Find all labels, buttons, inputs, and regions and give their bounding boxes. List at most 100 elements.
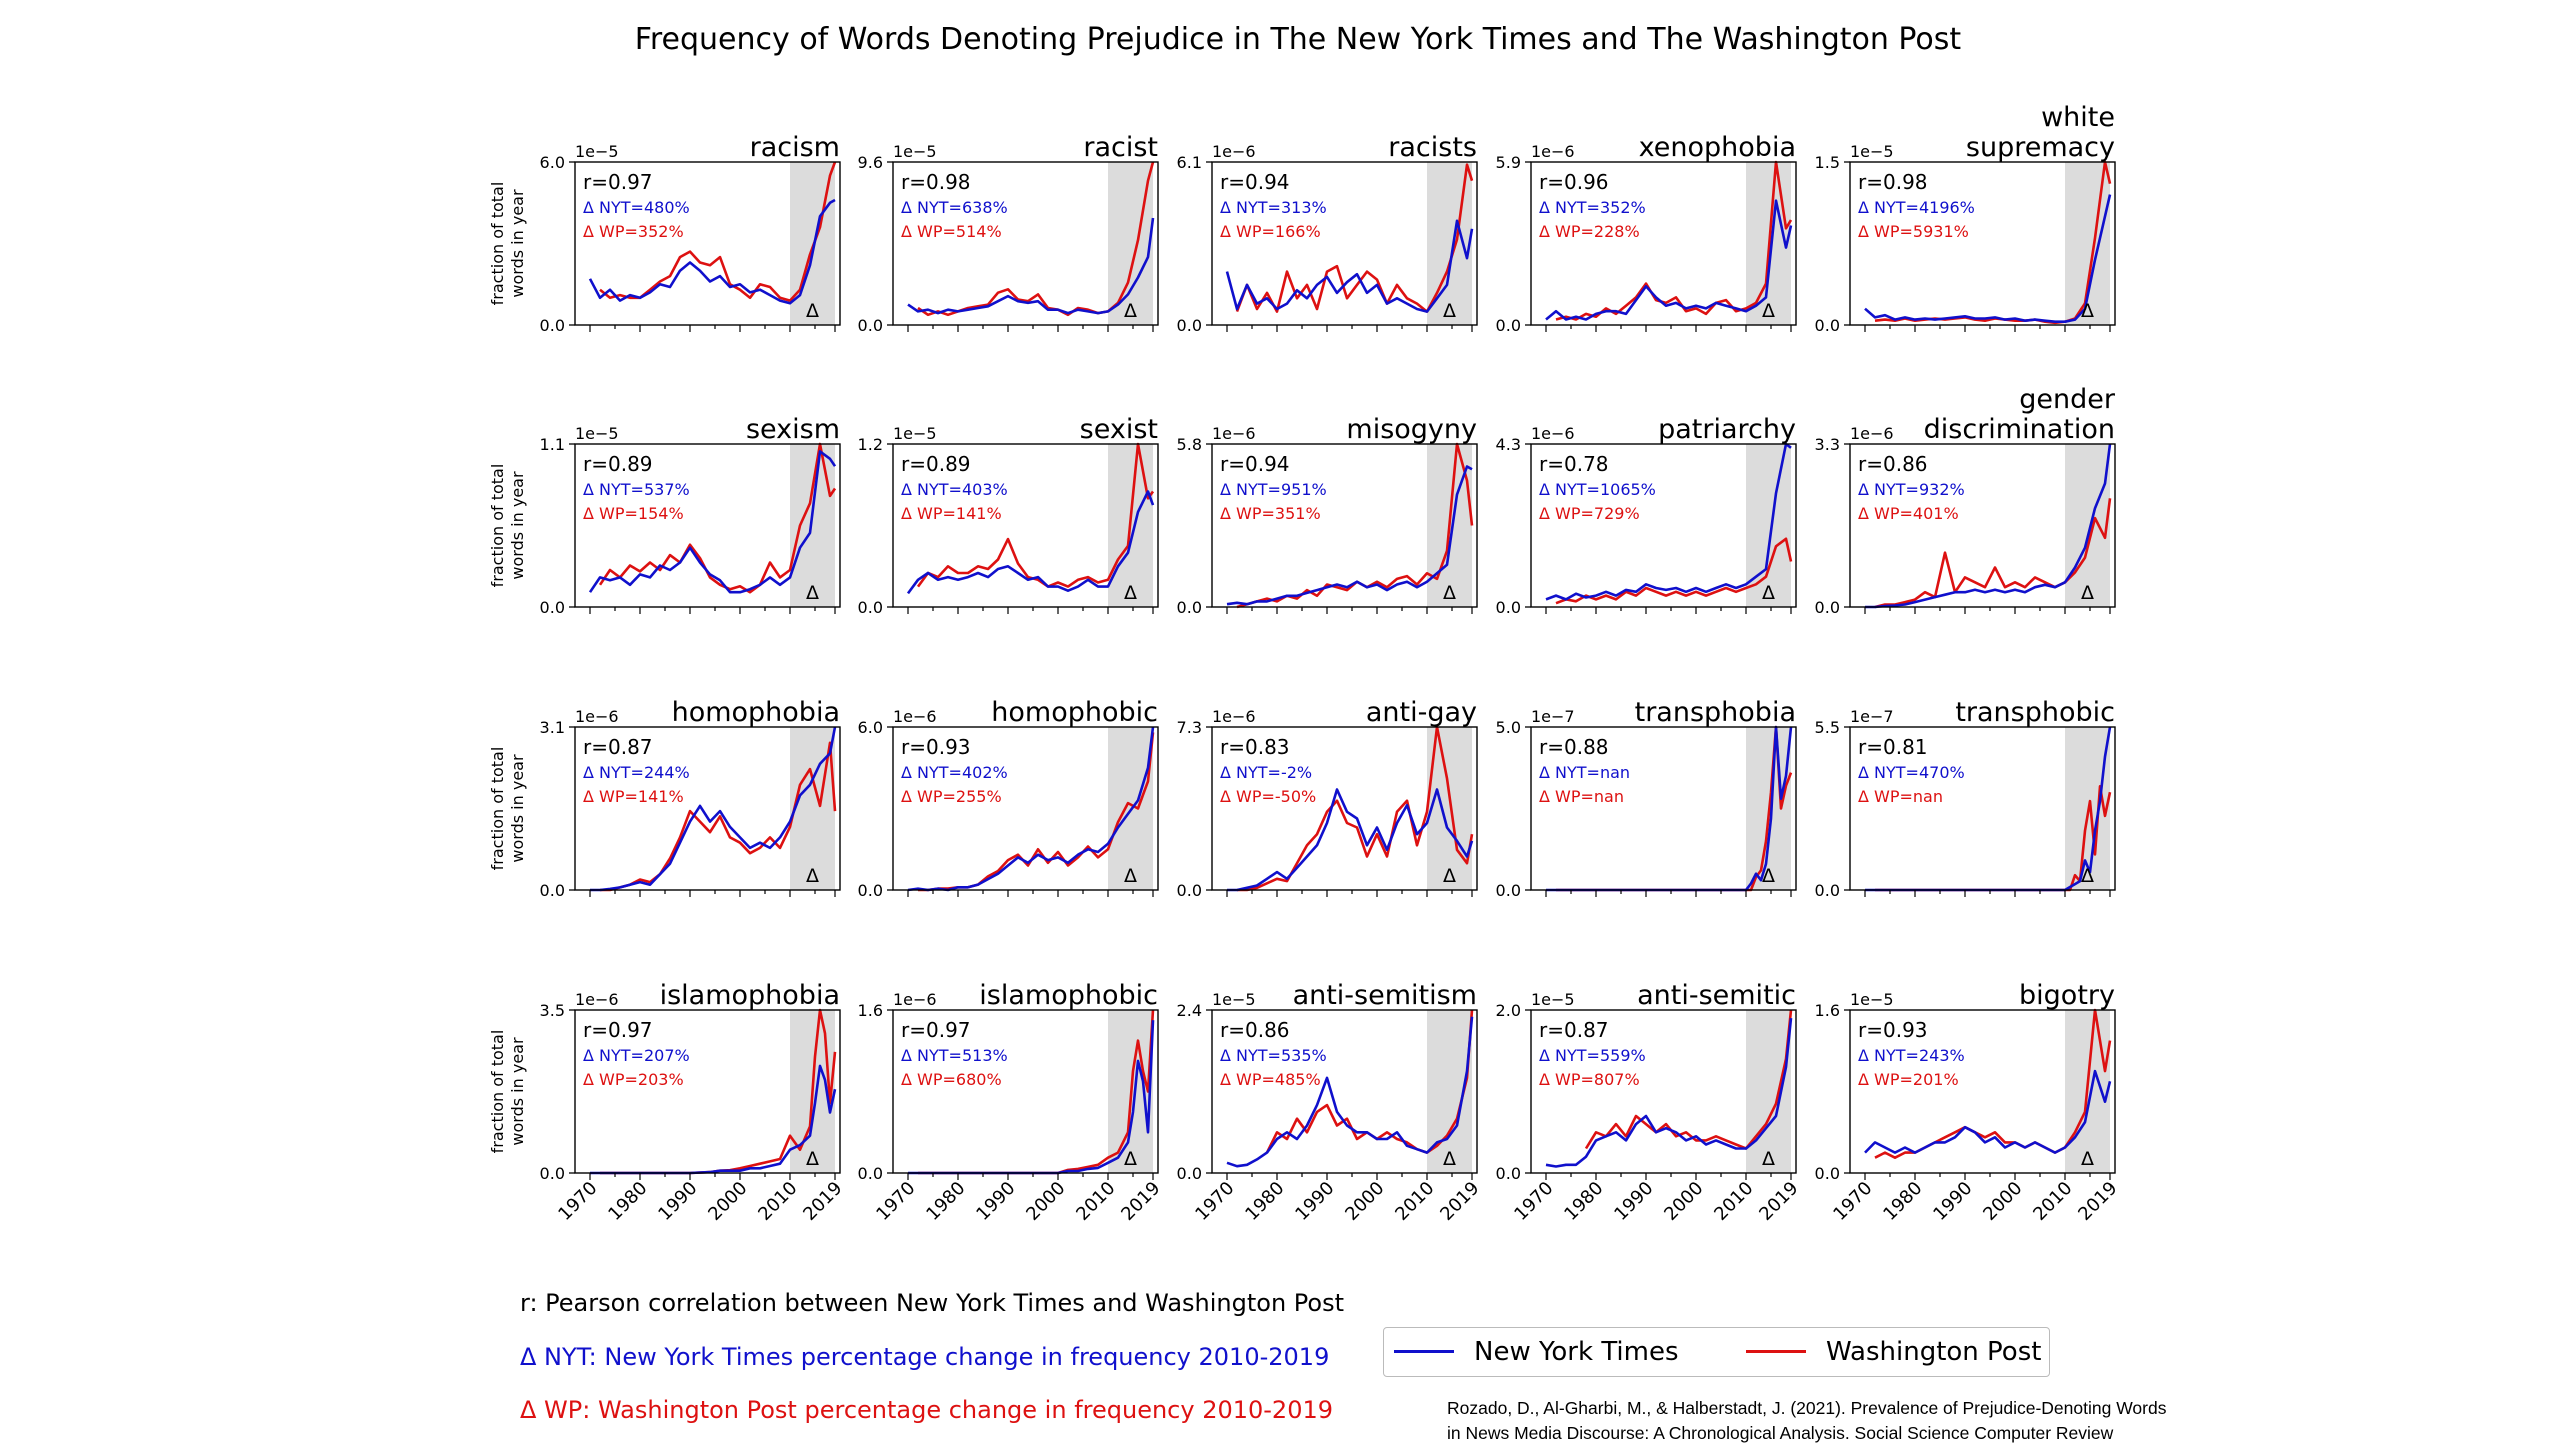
delta-marker: Δ	[1443, 582, 1456, 604]
delta-marker: Δ	[806, 1148, 819, 1170]
x-tick-label: 1980	[1241, 1178, 1288, 1225]
y-tick-label-max: 3.5	[540, 1001, 565, 1020]
footnote-r: r: Pearson correlation between New York …	[520, 1289, 1345, 1317]
series-line-wp	[1555, 160, 1793, 321]
panel-12: 7.3 0.0 1e−6 anti-gay r=0.83 Δ NYT=-2% Δ WP=-5…	[1177, 697, 1478, 900]
nyt-change: Δ NYT=nan	[1539, 763, 1630, 782]
delta-marker: Δ	[1443, 300, 1456, 322]
panel-frame	[1849, 443, 2116, 608]
x-tick-label: 2000	[1979, 1178, 2026, 1225]
wp-change: Δ WP=807%	[1539, 1070, 1640, 1089]
y-tick-label-max: 5.8	[1177, 435, 1202, 454]
r-value: r=0.93	[1858, 1018, 1928, 1042]
panel-frame	[892, 443, 1159, 608]
x-tick-label: 2010	[1710, 1178, 1757, 1225]
panel-title: racists	[1388, 132, 1477, 163]
y-tick-label-max: 7.3	[1177, 718, 1202, 737]
y-tick-label-min: 0.0	[1496, 598, 1521, 617]
y-tick-label-max: 5.0	[1496, 718, 1521, 737]
y-axis-label-line1: fraction of total	[488, 747, 507, 871]
nyt-change: Δ NYT=951%	[1220, 480, 1327, 499]
x-tick-label: 1980	[922, 1178, 969, 1225]
delta-marker: Δ	[2081, 300, 2094, 322]
y-tick-label-min: 0.0	[540, 598, 565, 617]
legend-item-wp: Washington Post	[1746, 1328, 2041, 1375]
series-line-wp	[1874, 498, 2112, 609]
r-value: r=0.87	[1539, 1018, 1609, 1042]
panel-frame	[1530, 161, 1797, 326]
delta-marker: Δ	[806, 300, 819, 322]
panel-1: 9.6 0.0 1e−5 racist r=0.98 Δ NYT=638% Δ WP=514…	[858, 132, 1159, 335]
panel-frame	[1211, 726, 1478, 891]
nyt-change: Δ NYT=403%	[901, 480, 1008, 499]
series-line-nyt	[588, 450, 837, 594]
legend-item-nyt: New York Times	[1394, 1328, 1679, 1375]
wp-change: Δ WP=680%	[901, 1070, 1002, 1089]
wp-change: Δ WP=729%	[1539, 504, 1640, 523]
y-tick-label-min: 0.0	[1177, 1164, 1202, 1183]
nyt-change: Δ NYT=4196%	[1858, 198, 1975, 217]
panel-frame	[1849, 1009, 2116, 1174]
panel-title: islamophobic	[979, 980, 1158, 1011]
nyt-change: Δ NYT=559%	[1539, 1046, 1646, 1065]
series-line-nyt	[906, 490, 1155, 595]
wp-change: Δ WP=nan	[1858, 787, 1943, 806]
panel-13: 5.0 0.0 1e−7 transphobia r=0.88 Δ NYT=nan Δ WP…	[1496, 697, 1797, 900]
panel-frame	[1211, 1009, 1478, 1174]
wp-change: Δ WP=-50%	[1220, 787, 1316, 806]
x-tick-label: 1970	[554, 1178, 601, 1225]
footnote-wp: Δ WP: Washington Post percentage change …	[520, 1396, 1334, 1424]
y-exponent-label: 1e−5	[893, 142, 937, 161]
x-tick-label: 1970	[872, 1178, 919, 1225]
citation: Rozado, D., Al-Gharbi, M., & Halberstadt…	[1447, 1396, 2166, 1446]
x-tick-label: 1970	[1510, 1178, 1557, 1225]
series-line-nyt	[1226, 465, 1473, 606]
y-exponent-label: 1e−5	[575, 424, 619, 443]
panel-title: discrimination	[1924, 414, 2115, 445]
x-tick-label: 2019	[1117, 1178, 1164, 1225]
y-tick-label-min: 0.0	[1177, 316, 1202, 335]
x-tick-label: 2019	[1755, 1178, 1802, 1225]
y-tick-label-max: 9.6	[858, 153, 883, 172]
wp-change: Δ WP=nan	[1539, 787, 1624, 806]
delta-marker: Δ	[1443, 1148, 1456, 1170]
y-axis-label-line2: words in year	[508, 471, 527, 580]
delta-marker: Δ	[2081, 865, 2094, 887]
y-tick-label-min: 0.0	[1496, 1164, 1521, 1183]
y-tick-label-min: 0.0	[1815, 316, 1840, 335]
nyt-change: Δ NYT=932%	[1858, 480, 1965, 499]
nyt-change: Δ NYT=313%	[1220, 198, 1327, 217]
y-tick-label-min: 0.0	[858, 316, 883, 335]
y-tick-label-min: 0.0	[1815, 598, 1840, 617]
series-line-wp	[1584, 1009, 1793, 1150]
series-line-nyt	[1865, 443, 2112, 609]
panel-frame	[574, 1009, 841, 1174]
nyt-change: Δ NYT=402%	[901, 763, 1008, 782]
r-value: r=0.94	[1220, 452, 1290, 476]
x-tick-label: 1990	[1291, 1178, 1338, 1225]
y-exponent-label: 1e−6	[575, 990, 619, 1009]
chart-title: Frequency of Words Denoting Prejudice in…	[635, 22, 1962, 57]
wp-change: Δ WP=352%	[583, 222, 684, 241]
citation-line-2: in News Media Discourse: A Chronological…	[1447, 1423, 2114, 1443]
x-tick-label: 2000	[1660, 1178, 1707, 1225]
panel-14: 5.5 0.0 1e−7 transphobic r=0.81 Δ NYT=470% Δ W…	[1815, 697, 2116, 900]
wp-change: Δ WP=203%	[583, 1070, 684, 1089]
x-tick-label: 2019	[1436, 1178, 1483, 1225]
panel-7: 5.8 0.0 1e−6 misogyny r=0.94 Δ NYT=951% Δ WP=3…	[1177, 414, 1478, 617]
panel-title: sexism	[746, 414, 840, 445]
delta-marker: Δ	[1443, 865, 1456, 887]
y-tick-label-max: 5.5	[1815, 718, 1840, 737]
panel-11: 6.0 0.0 1e−6 homophobic r=0.93 Δ NYT=402% Δ WP…	[858, 697, 1159, 900]
y-tick-label-max: 1.6	[1815, 1001, 1840, 1020]
nyt-change: Δ NYT=-2%	[1220, 763, 1312, 782]
panel-frame	[574, 726, 841, 891]
panel-frame	[574, 443, 841, 608]
shaded-region	[1746, 1010, 1791, 1173]
legend-label-wp: Washington Post	[1826, 1336, 2042, 1367]
series-line-nyt	[1226, 1016, 1474, 1168]
wp-change: Δ WP=228%	[1539, 222, 1640, 241]
